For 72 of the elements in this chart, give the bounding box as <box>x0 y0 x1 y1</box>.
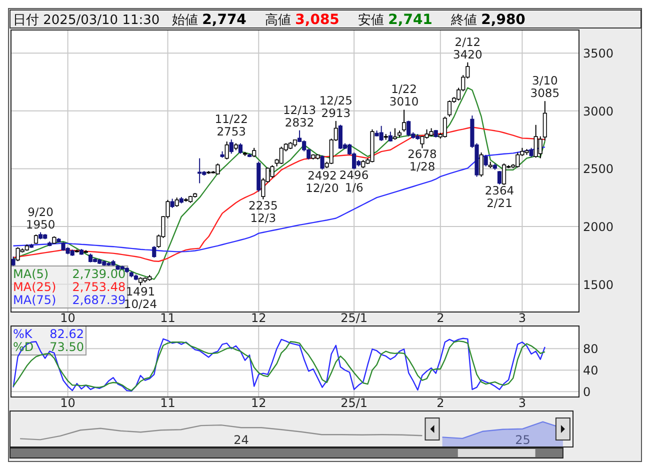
x-tick-label: 12 <box>251 396 266 410</box>
y-tick-label: 40 <box>583 364 598 378</box>
x-tick-label: 11 <box>160 311 176 325</box>
x-tick-label: 10 <box>60 396 76 410</box>
candlestick <box>320 154 324 170</box>
text: 安値 2,741 <box>358 12 432 28</box>
y-tick-label: 3500 <box>583 46 614 61</box>
candlestick <box>402 109 406 132</box>
candlestick <box>224 141 229 160</box>
annotation: 1/22 3010 <box>389 82 419 109</box>
annotation: 2235 12/3 <box>248 198 278 225</box>
candlestick <box>502 162 506 186</box>
text: 始値 2,774 <box>172 12 247 28</box>
x-tick-label: 3 <box>518 311 526 325</box>
candlestick <box>542 100 547 142</box>
annotation: 2678 1/28 <box>408 147 437 174</box>
candlestick <box>447 100 452 118</box>
candlestick <box>170 198 174 208</box>
candlestick <box>229 138 234 154</box>
annotation: 2/12 3420 <box>453 34 482 62</box>
y-tick-label: 2000 <box>583 220 614 234</box>
candlestick <box>152 246 156 258</box>
y-tick-label: 80 <box>583 342 598 356</box>
annotation: 2,739.00 <box>72 267 126 281</box>
x-tick-label: 11 <box>160 396 176 410</box>
annotation: 82.62 <box>50 327 84 341</box>
candlestick <box>379 125 384 142</box>
annotation: 73.50 <box>50 340 84 354</box>
x-tick-label: 2 <box>436 396 444 410</box>
annotation: 1491 10/24 <box>124 284 158 311</box>
y-tick-label: 1500 <box>583 278 614 292</box>
annotation: 2364 2/21 <box>484 183 514 210</box>
series-label: %K <box>13 327 34 341</box>
candlestick <box>497 170 502 185</box>
x-tick-label: 12 <box>251 311 266 325</box>
candlestick <box>11 256 16 266</box>
x-tick-label: 2 <box>436 311 444 325</box>
annotation: 12/13 2832 <box>282 102 316 130</box>
text: MA(75) <box>13 293 56 307</box>
candlestick <box>538 136 542 159</box>
candlestick <box>392 128 398 140</box>
y-tick-label: 2500 <box>583 162 614 176</box>
y-tick-label: 3000 <box>583 104 614 118</box>
annotation: 2,687.39 <box>72 293 126 307</box>
text: 高値 3,085 <box>265 12 340 28</box>
candlestick <box>484 154 488 167</box>
candlestick <box>174 197 179 208</box>
x-tick-label: 10 <box>60 311 76 325</box>
x-tick-label: 25 <box>515 433 530 447</box>
candlestick <box>529 147 534 158</box>
candlestick <box>406 120 411 137</box>
x-tick-label: 25/1 <box>340 311 368 325</box>
annotation: 3/10 3085 <box>530 74 560 100</box>
annotation: 9/20 1950 <box>26 204 56 232</box>
text: 日付 2025/03/10 11:30 <box>13 13 160 28</box>
annotation: 2,753.48 <box>72 280 126 294</box>
candlestick <box>252 147 256 158</box>
x-tick-label: 3 <box>518 396 526 410</box>
candlestick <box>479 152 484 178</box>
annotation: 11/22 2753 <box>214 112 248 138</box>
annotation: 12/25 2913 <box>319 93 352 120</box>
text: 終値 2,980 <box>450 12 526 28</box>
candlestick <box>442 116 447 138</box>
candlestick <box>34 234 38 244</box>
y-tick-label: 0 <box>583 385 591 400</box>
annotation: 2496 1/6 <box>339 168 369 195</box>
annotation: 2492 12/20 <box>306 168 339 196</box>
x-tick-label: 25/1 <box>340 396 368 410</box>
series-label: MA(5) <box>13 267 49 281</box>
series-label: MA(25) <box>13 280 56 294</box>
candlestick <box>238 142 243 154</box>
x-tick-label: 24 <box>234 433 249 447</box>
